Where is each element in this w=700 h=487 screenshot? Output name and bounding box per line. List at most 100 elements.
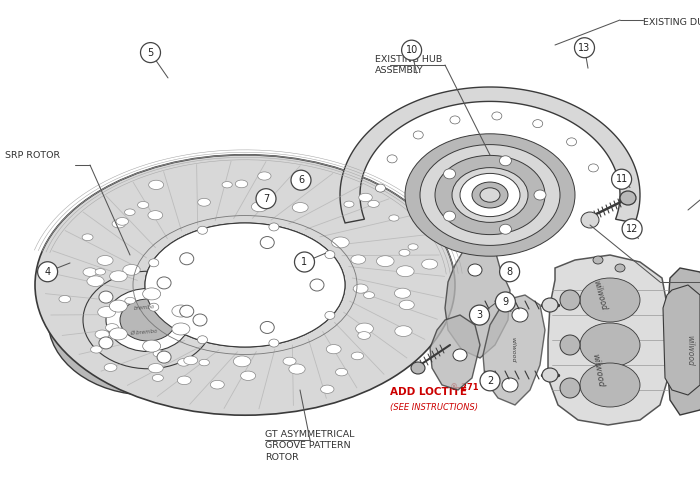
Ellipse shape: [83, 268, 97, 277]
Ellipse shape: [95, 330, 109, 339]
Polygon shape: [340, 87, 640, 223]
Circle shape: [622, 219, 642, 239]
Ellipse shape: [109, 328, 127, 340]
Ellipse shape: [615, 264, 625, 272]
Ellipse shape: [492, 112, 502, 120]
Text: 11: 11: [615, 174, 628, 184]
Text: 7: 7: [263, 194, 269, 204]
Polygon shape: [548, 255, 670, 425]
Ellipse shape: [351, 255, 365, 264]
Ellipse shape: [444, 169, 456, 179]
Ellipse shape: [199, 359, 209, 366]
Ellipse shape: [104, 363, 117, 372]
Ellipse shape: [180, 305, 194, 317]
Ellipse shape: [112, 220, 125, 228]
Ellipse shape: [98, 306, 116, 318]
Circle shape: [295, 252, 314, 272]
Text: wilwood: wilwood: [685, 335, 694, 365]
Ellipse shape: [399, 249, 410, 256]
Ellipse shape: [172, 323, 190, 335]
Ellipse shape: [222, 182, 232, 188]
Ellipse shape: [332, 237, 349, 248]
Ellipse shape: [149, 303, 159, 311]
Ellipse shape: [157, 277, 171, 289]
Ellipse shape: [405, 134, 575, 256]
Ellipse shape: [368, 200, 379, 207]
Ellipse shape: [116, 218, 129, 225]
Ellipse shape: [310, 279, 324, 291]
Ellipse shape: [326, 344, 341, 354]
Ellipse shape: [143, 340, 161, 352]
Ellipse shape: [589, 164, 598, 172]
Ellipse shape: [325, 311, 335, 319]
Ellipse shape: [122, 264, 140, 275]
Ellipse shape: [145, 223, 345, 347]
Ellipse shape: [460, 173, 520, 217]
Ellipse shape: [512, 308, 528, 322]
Text: 10: 10: [405, 45, 418, 55]
Ellipse shape: [211, 380, 224, 389]
Circle shape: [500, 262, 519, 282]
Polygon shape: [430, 315, 480, 390]
Ellipse shape: [502, 378, 518, 392]
Circle shape: [256, 188, 276, 209]
Ellipse shape: [468, 264, 482, 276]
Ellipse shape: [106, 324, 118, 332]
Polygon shape: [445, 242, 510, 358]
Text: GT ASYMMETRICAL
GROOVE PATTERN
ROTOR: GT ASYMMETRICAL GROOVE PATTERN ROTOR: [265, 430, 354, 462]
Polygon shape: [663, 285, 700, 395]
Ellipse shape: [363, 292, 374, 299]
Ellipse shape: [109, 300, 127, 312]
Ellipse shape: [580, 323, 640, 367]
Ellipse shape: [375, 184, 386, 192]
Ellipse shape: [48, 245, 248, 395]
Ellipse shape: [83, 271, 213, 369]
Circle shape: [141, 42, 160, 63]
Ellipse shape: [99, 291, 113, 303]
Ellipse shape: [453, 349, 467, 361]
Ellipse shape: [145, 223, 345, 347]
Ellipse shape: [356, 323, 373, 334]
Ellipse shape: [106, 288, 190, 352]
Ellipse shape: [399, 300, 414, 310]
Text: 4: 4: [45, 267, 50, 277]
Ellipse shape: [593, 256, 603, 264]
Text: EXISTING HUB
ASSEMBLY: EXISTING HUB ASSEMBLY: [375, 55, 442, 75]
Ellipse shape: [157, 351, 171, 363]
Ellipse shape: [620, 191, 636, 205]
Ellipse shape: [184, 356, 197, 365]
Ellipse shape: [172, 305, 190, 317]
Ellipse shape: [235, 180, 248, 187]
Text: Ø brembo: Ø brembo: [130, 329, 158, 336]
Ellipse shape: [408, 244, 418, 250]
Text: ® 271: ® 271: [450, 382, 479, 392]
Ellipse shape: [480, 188, 500, 202]
Ellipse shape: [148, 180, 164, 189]
Circle shape: [612, 169, 631, 189]
Ellipse shape: [269, 223, 279, 231]
Ellipse shape: [560, 290, 580, 310]
Ellipse shape: [421, 259, 438, 269]
Polygon shape: [483, 295, 545, 405]
Ellipse shape: [358, 193, 372, 202]
Ellipse shape: [542, 298, 558, 312]
Text: 12: 12: [626, 224, 638, 234]
Ellipse shape: [197, 198, 211, 206]
Ellipse shape: [59, 296, 71, 303]
Ellipse shape: [125, 298, 136, 304]
Ellipse shape: [155, 229, 335, 341]
Text: wilwood: wilwood: [510, 337, 515, 363]
Ellipse shape: [258, 172, 271, 180]
Ellipse shape: [197, 336, 207, 344]
Text: 8: 8: [507, 267, 512, 277]
Text: wilwood: wilwood: [592, 279, 608, 311]
Ellipse shape: [542, 368, 558, 382]
Ellipse shape: [180, 253, 194, 265]
Ellipse shape: [143, 288, 161, 300]
Ellipse shape: [560, 378, 580, 398]
Ellipse shape: [560, 335, 580, 355]
Ellipse shape: [444, 211, 456, 221]
Circle shape: [496, 292, 515, 312]
Ellipse shape: [241, 371, 256, 380]
Ellipse shape: [125, 209, 135, 215]
